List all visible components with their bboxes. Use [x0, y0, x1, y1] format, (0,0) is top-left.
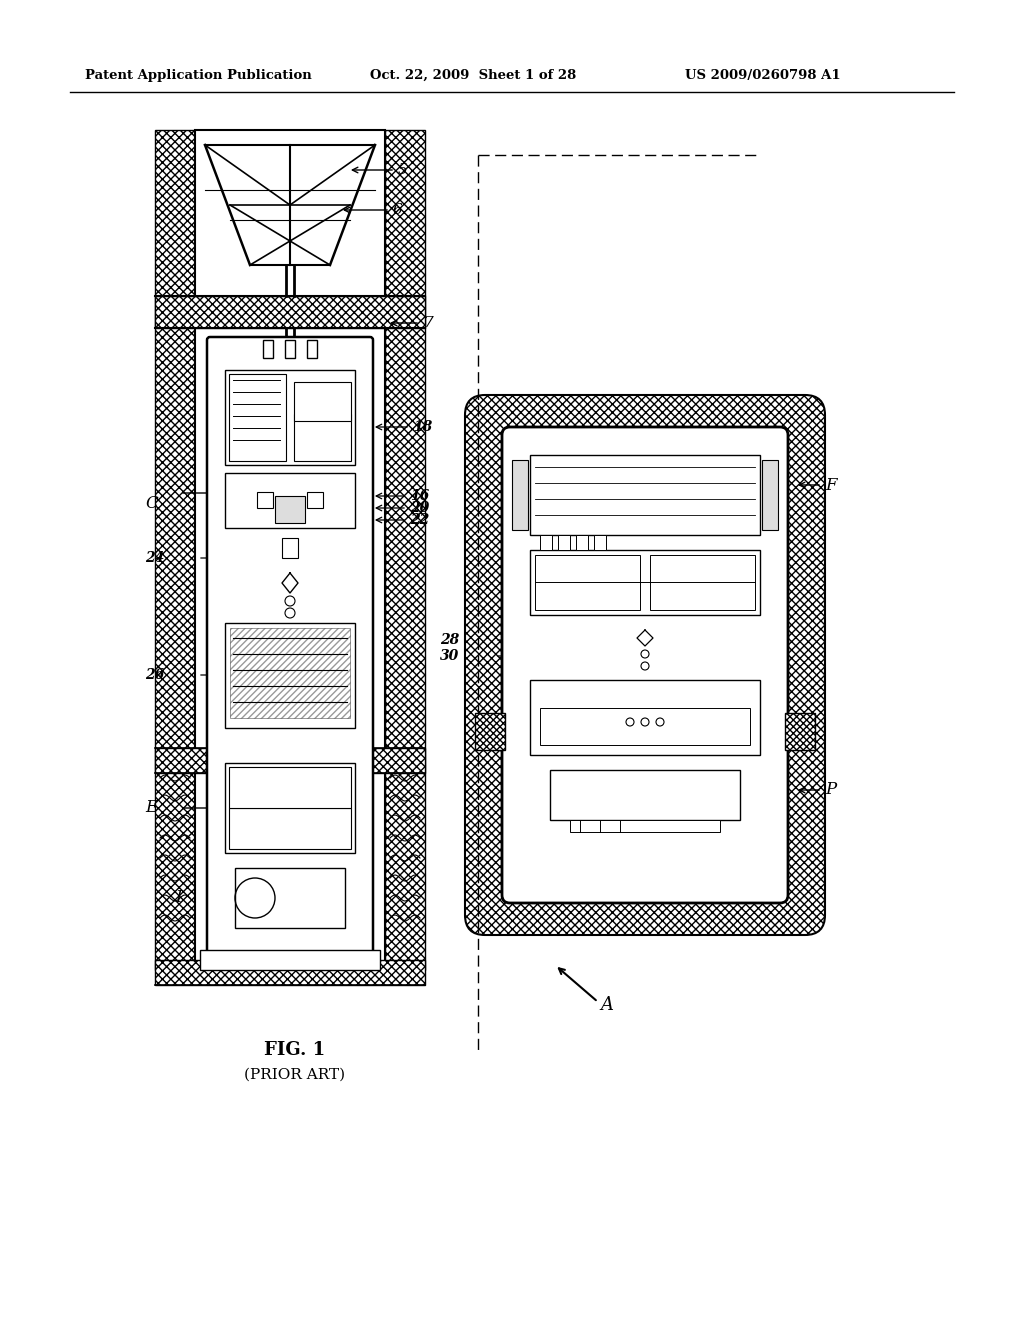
FancyBboxPatch shape [502, 426, 788, 903]
Text: 24: 24 [145, 550, 164, 565]
Bar [294, 381, 351, 421]
Bar [575, 535, 588, 550]
Text: FIG. 1: FIG. 1 [264, 1041, 326, 1059]
Bar [530, 680, 760, 755]
Bar [229, 808, 351, 849]
Bar [225, 623, 355, 729]
FancyBboxPatch shape [465, 395, 825, 935]
Bar [229, 767, 351, 808]
Bar [229, 374, 286, 461]
Text: 7: 7 [423, 315, 433, 330]
Bar [512, 459, 528, 531]
Text: E: E [145, 800, 157, 817]
Bar [558, 535, 570, 550]
Bar [540, 708, 750, 744]
Bar [475, 713, 505, 750]
Bar [155, 960, 425, 985]
Text: 30: 30 [440, 649, 459, 663]
Bar [550, 770, 740, 820]
Text: P: P [825, 781, 837, 799]
Bar [155, 748, 425, 774]
Text: F: F [825, 477, 837, 494]
FancyBboxPatch shape [207, 337, 373, 953]
Bar [225, 473, 355, 528]
Text: (PRIOR ART): (PRIOR ART) [245, 1068, 345, 1082]
Bar [307, 492, 323, 508]
Bar [530, 550, 760, 615]
Text: A: A [600, 997, 613, 1014]
Bar [155, 129, 195, 970]
Bar [200, 950, 380, 970]
Bar [225, 763, 355, 853]
Bar [307, 341, 317, 358]
Text: I: I [175, 890, 181, 907]
Bar [762, 459, 778, 531]
Text: 18: 18 [413, 420, 432, 434]
Bar [234, 869, 345, 928]
Text: Oct. 22, 2009  Sheet 1 of 28: Oct. 22, 2009 Sheet 1 of 28 [370, 69, 577, 82]
Bar [385, 129, 425, 970]
Text: C: C [145, 495, 158, 511]
Text: 20: 20 [410, 502, 429, 515]
Bar [530, 455, 760, 535]
Text: 6: 6 [393, 203, 402, 216]
Bar [650, 554, 755, 610]
Text: US 2009/0260798 A1: US 2009/0260798 A1 [685, 69, 841, 82]
Text: 5: 5 [398, 162, 408, 177]
Bar [155, 296, 425, 327]
Bar [535, 554, 640, 610]
Bar [785, 713, 815, 750]
Text: Patent Application Publication: Patent Application Publication [85, 69, 311, 82]
Bar [263, 341, 273, 358]
Text: 16: 16 [410, 488, 429, 503]
Bar [230, 628, 350, 718]
Bar [570, 820, 720, 832]
Bar [275, 496, 305, 523]
Bar [282, 539, 298, 558]
Bar [285, 341, 295, 358]
Text: 26: 26 [145, 668, 164, 682]
Bar [225, 370, 355, 465]
Text: 28: 28 [440, 634, 459, 647]
Bar [195, 129, 385, 970]
Bar [540, 535, 552, 550]
Bar [257, 492, 273, 508]
Bar [594, 535, 606, 550]
Text: 22: 22 [410, 513, 429, 527]
Bar [294, 414, 351, 461]
